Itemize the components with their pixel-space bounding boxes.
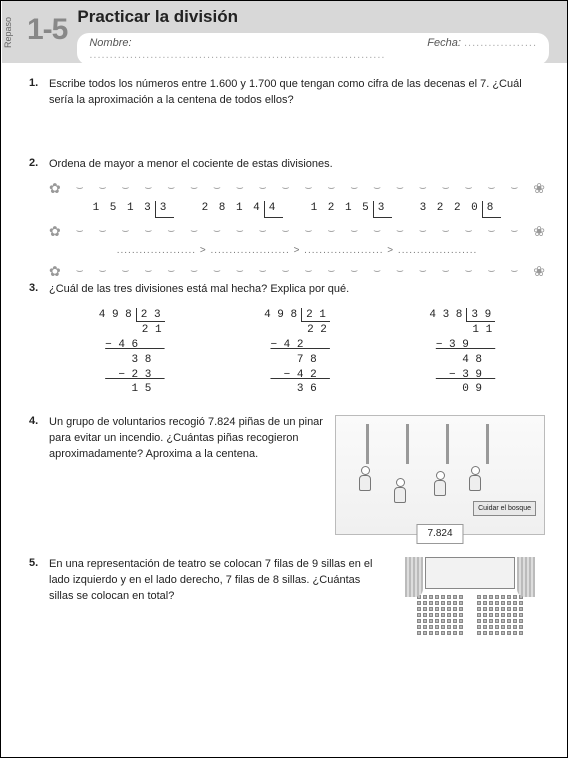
question-2: 2. Ordena de mayor a menor el cociente d… <box>29 157 545 278</box>
sign-text: Cuidar el bosque <box>473 501 536 517</box>
name-date-row: Nombre: ................................… <box>77 33 549 65</box>
q2-number: 2. <box>29 157 49 278</box>
q3-text: ¿Cuál de las tres divisiones está mal he… <box>49 282 545 298</box>
question-5: 5. En una representación de teatro se co… <box>29 557 545 672</box>
leaf-row-bot: ✿⌣⌣⌣⌣⌣⌣⌣⌣⌣⌣⌣⌣⌣⌣⌣⌣⌣⌣⌣⌣❀ <box>49 264 545 278</box>
question-3: 3. ¿Cuál de las tres divisiones está mal… <box>29 282 545 397</box>
q5-text: En una representación de teatro se coloc… <box>49 557 385 605</box>
q3-number: 3. <box>29 282 49 397</box>
division-item: 1 2 1 53 <box>311 201 393 218</box>
fecha-field[interactable]: .................. <box>464 37 537 49</box>
q4-value: 7.824 <box>416 524 463 545</box>
long-division: 4 9 82 14 9 82 2− 4 2 7 8 − 4 2 3 6 <box>264 308 330 397</box>
page-title: Practicar la división <box>77 7 549 27</box>
long-division: 4 3 83 94 3 81 1− 3 9 4 8 − 3 9 0 9 <box>429 308 495 397</box>
nombre-field[interactable]: ........................................… <box>89 49 385 61</box>
long-divisions: 4 9 82 34 9 82 1− 4 6 3 8 − 2 3 1 5 4 9 … <box>49 308 545 397</box>
lesson-number: 1-5 <box>19 1 77 63</box>
fecha-label: Fecha: <box>427 37 461 49</box>
question-1: 1. Escribe todos los números entre 1.600… <box>29 77 545 109</box>
division-item: 1 5 1 33 <box>93 201 175 218</box>
nombre-label: Nombre: <box>89 37 131 49</box>
worksheet-header: Repaso 1-5 Practicar la división Nombre:… <box>1 1 567 63</box>
q4-number: 4. <box>29 415 49 535</box>
theater-illustration <box>395 557 545 672</box>
q1-text: Escribe todos los números entre 1.600 y … <box>49 77 545 109</box>
leaf-row-mid: ✿⌣⌣⌣⌣⌣⌣⌣⌣⌣⌣⌣⌣⌣⌣⌣⌣⌣⌣⌣⌣❀ <box>49 224 545 238</box>
leaf-row-top: ✿⌣⌣⌣⌣⌣⌣⌣⌣⌣⌣⌣⌣⌣⌣⌣⌣⌣⌣⌣⌣❀ <box>49 181 545 195</box>
worksheet-content: 1. Escribe todos los números entre 1.600… <box>1 63 567 700</box>
leaf-border-box: ✿⌣⌣⌣⌣⌣⌣⌣⌣⌣⌣⌣⌣⌣⌣⌣⌣⌣⌣⌣⌣❀ 1 5 1 332 8 1 441… <box>49 181 545 278</box>
division-item: 2 8 1 44 <box>202 201 284 218</box>
division-item: 3 2 2 08 <box>420 201 502 218</box>
long-division: 4 9 82 34 9 82 1− 4 6 3 8 − 2 3 1 5 <box>99 308 165 397</box>
divisions-row: 1 5 1 33 2 8 1 44 1 2 1 53 3 2 2 08 <box>49 195 545 224</box>
question-4: 4. Un grupo de voluntarios recogió 7.824… <box>29 415 545 535</box>
q4-text: Un grupo de voluntarios recogió 7.824 pi… <box>49 415 325 463</box>
q5-number: 5. <box>29 557 49 672</box>
forest-illustration: Cuidar el bosque 7.824 <box>335 415 545 535</box>
side-tab: Repaso <box>1 1 19 63</box>
q2-text: Ordena de mayor a menor el cociente de e… <box>49 157 545 173</box>
ordering-row[interactable]: ..................... > ................… <box>49 238 545 265</box>
q1-number: 1. <box>29 77 49 109</box>
